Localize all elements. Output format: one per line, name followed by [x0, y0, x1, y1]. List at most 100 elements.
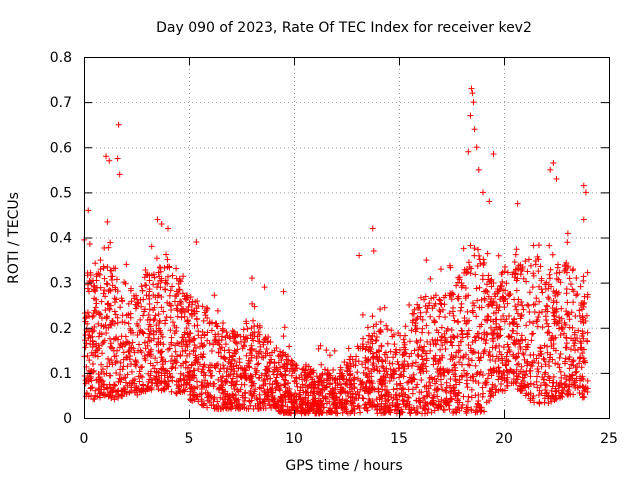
data-point	[240, 326, 247, 333]
data-point	[146, 277, 153, 284]
data-point	[89, 343, 96, 350]
data-point	[337, 364, 344, 371]
data-point	[488, 372, 495, 379]
data-point	[108, 357, 115, 364]
data-point	[214, 340, 221, 347]
data-point	[467, 270, 474, 277]
data-point	[561, 267, 568, 274]
data-point	[490, 338, 497, 345]
data-point	[338, 373, 345, 380]
data-point	[355, 375, 362, 382]
data-point	[396, 382, 403, 389]
grid-lines	[84, 57, 609, 418]
data-point	[225, 396, 232, 403]
data-point	[463, 351, 470, 358]
data-point	[417, 294, 424, 301]
data-point	[427, 347, 434, 354]
data-point	[111, 382, 118, 389]
data-point	[543, 320, 550, 327]
data-point	[406, 338, 413, 345]
data-point	[306, 408, 313, 415]
data-point	[408, 378, 415, 385]
data-point	[471, 302, 478, 309]
data-point	[128, 361, 135, 368]
data-point	[416, 389, 423, 396]
data-point	[485, 313, 492, 320]
data-point	[451, 334, 458, 341]
data-point	[360, 395, 367, 402]
data-point	[125, 300, 132, 307]
data-point	[442, 399, 449, 406]
data-point	[122, 379, 129, 386]
data-point	[373, 337, 380, 344]
data-point	[95, 371, 102, 378]
data-point	[378, 343, 385, 350]
data-point	[251, 388, 258, 395]
data-point	[256, 391, 263, 398]
data-point	[101, 381, 108, 388]
data-point	[121, 319, 128, 326]
data-point	[151, 375, 158, 382]
data-point	[383, 386, 390, 393]
data-point	[82, 380, 89, 387]
data-point	[401, 358, 408, 365]
data-point	[577, 354, 584, 361]
data-point	[514, 310, 521, 317]
y-tick-label: 0.7	[50, 95, 72, 111]
data-point	[323, 347, 330, 354]
data-point	[546, 329, 553, 336]
data-point	[388, 327, 395, 334]
data-point	[210, 341, 217, 348]
data-point	[384, 397, 391, 404]
data-point	[159, 358, 166, 365]
data-point	[495, 288, 502, 295]
data-point	[237, 364, 244, 371]
x-tick-label: 25	[600, 431, 618, 447]
data-point	[320, 379, 327, 386]
data-point	[302, 401, 309, 408]
data-point	[326, 391, 333, 398]
data-point	[177, 300, 184, 307]
data-point	[253, 369, 260, 376]
data-point	[490, 365, 497, 372]
data-point	[155, 269, 162, 276]
data-point	[178, 306, 185, 313]
data-point	[442, 387, 449, 394]
data-point	[404, 379, 411, 386]
data-point	[497, 332, 504, 339]
data-point	[174, 302, 181, 309]
data-point	[239, 345, 246, 352]
data-point	[454, 295, 461, 302]
data-point	[542, 281, 549, 288]
data-point	[313, 403, 320, 410]
data-point	[496, 323, 503, 330]
data-point	[527, 367, 534, 374]
data-point	[183, 325, 190, 332]
data-point	[409, 310, 416, 317]
data-point	[580, 182, 587, 189]
data-point	[566, 373, 573, 380]
data-point	[166, 292, 173, 299]
data-point	[168, 307, 175, 314]
data-point	[501, 372, 508, 379]
data-point	[529, 363, 536, 370]
y-tick-label: 0.1	[50, 366, 72, 382]
data-point	[241, 381, 248, 388]
data-point	[228, 366, 235, 373]
data-point	[452, 393, 459, 400]
data-point	[387, 348, 394, 355]
data-point	[103, 324, 110, 331]
data-point	[538, 308, 545, 315]
data-point	[384, 354, 391, 361]
data-point	[180, 273, 187, 280]
data-point	[249, 275, 255, 282]
data-point	[254, 396, 261, 403]
data-point	[211, 337, 218, 344]
data-point	[139, 374, 146, 381]
data-point	[402, 403, 409, 410]
data-point	[96, 271, 103, 278]
data-point	[390, 354, 397, 361]
data-point	[421, 343, 428, 350]
data-point	[233, 362, 240, 369]
data-point	[347, 394, 354, 401]
